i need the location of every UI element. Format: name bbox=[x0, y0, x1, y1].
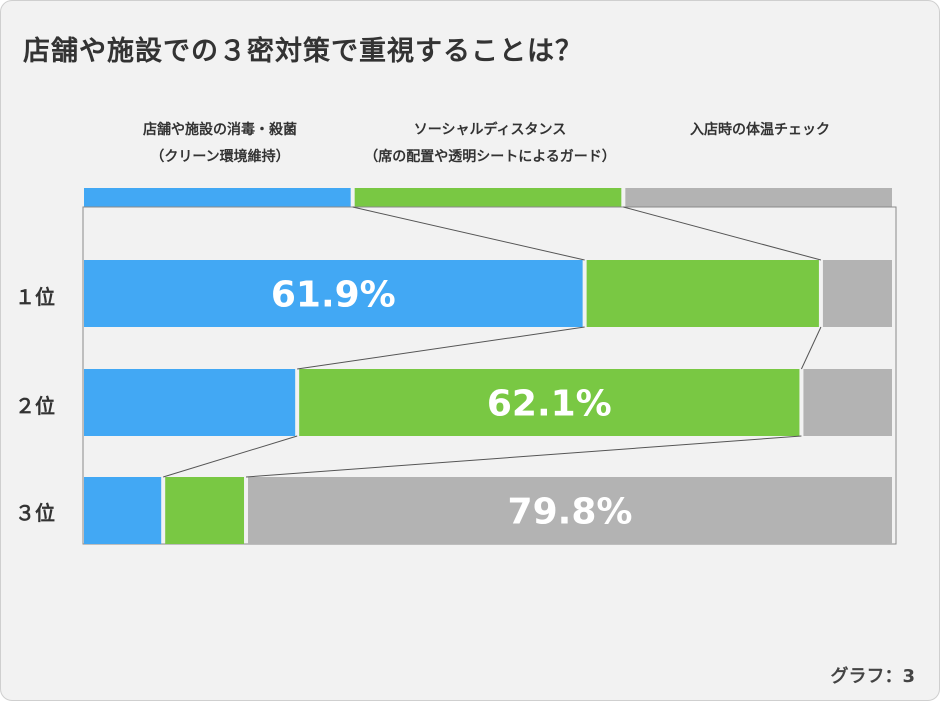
legend-swatch-temperature-check bbox=[625, 188, 892, 207]
connector-line bbox=[800, 326, 822, 370]
bar-rank3-social-distance bbox=[165, 477, 245, 544]
legend-label-temperature-check-line1: 入店時の体温チェック bbox=[690, 122, 830, 138]
value-label-rank1: 61.9% bbox=[271, 275, 396, 316]
legend-label-disinfection-line2: （クリーン環境維持） bbox=[150, 149, 290, 165]
legend-label-social-distance-line1: ソーシャルディスタンス bbox=[413, 122, 567, 138]
bar-rank2-disinfection bbox=[84, 369, 296, 436]
legend-label-disinfection: 店舗や施設の消毒・殺菌 （クリーン環境維持） bbox=[84, 117, 356, 171]
chart-title: 店舗や施設での３密対策で重視することは？ bbox=[23, 36, 583, 67]
legend-swatch-social-distance bbox=[354, 188, 622, 207]
connector-line bbox=[163, 435, 298, 478]
value-label-rank2: 62.1% bbox=[487, 384, 612, 425]
bar-rank1-temperature-check bbox=[822, 260, 892, 327]
legend-label-social-distance-line2: （席の配置や透明シートによるガード） bbox=[364, 149, 616, 165]
bar-rank1-disinfection bbox=[84, 260, 583, 327]
legend-label-disinfection-line1: 店舗や施設の消毒・殺菌 bbox=[143, 122, 297, 138]
row-label-3: ３位 bbox=[15, 501, 55, 525]
legend-label-temperature-check: 入店時の体温チェック bbox=[624, 117, 896, 144]
bar-rank2-temperature-check bbox=[803, 369, 892, 436]
connector-line bbox=[623, 206, 822, 261]
connector-line bbox=[352, 206, 585, 261]
bar-rank1-social-distance bbox=[586, 260, 819, 327]
connector-line bbox=[245, 435, 802, 478]
legend-label-social-distance: ソーシャルディスタンス （席の配置や透明シートによるガード） bbox=[354, 117, 626, 171]
value-label-rank3: 79.8% bbox=[508, 492, 633, 533]
bar-rank3-temperature-check bbox=[248, 477, 893, 544]
graph-caption: グラフ：3 bbox=[830, 666, 915, 687]
legend-swatch-disinfection bbox=[84, 188, 351, 207]
row-label-1: １位 bbox=[15, 285, 55, 309]
bar-rank2-social-distance bbox=[299, 369, 800, 436]
connector-line bbox=[297, 326, 585, 370]
row-label-2: ２位 bbox=[15, 394, 55, 418]
bar-rank3-disinfection bbox=[84, 477, 162, 544]
